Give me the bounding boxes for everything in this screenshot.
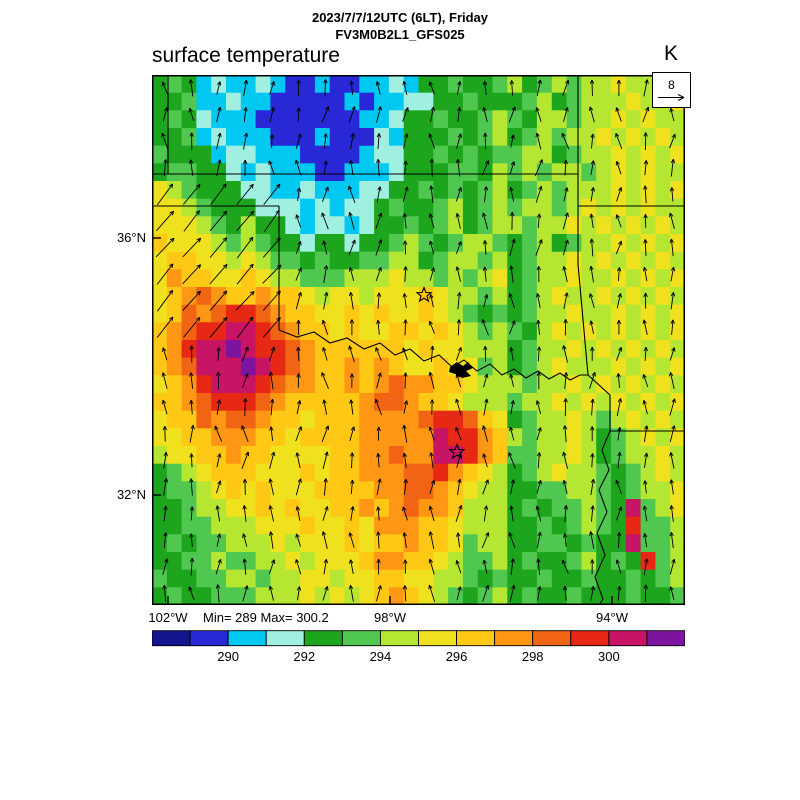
city-star-markers (415, 285, 466, 460)
reference-vector-value: 8 (668, 77, 675, 92)
lon-label: 94°W (596, 610, 628, 625)
wind-vectors (155, 79, 676, 603)
plot-title: surface temperature (152, 44, 340, 67)
colorbar-tick-label: 298 (521, 649, 544, 664)
colorbar-tick-label: 292 (293, 649, 316, 664)
temperature-map (152, 75, 686, 606)
lat-label: 32°N (116, 487, 146, 502)
header-datetime: 2023/7/7/12UTC (6LT), Friday (311, 10, 489, 25)
lat-label: 36°N (116, 230, 146, 245)
colorbar-tick-label: 294 (369, 649, 392, 664)
header-model-name: FV3M0B2L1_GFS025 (335, 27, 465, 42)
map-frame (152, 75, 685, 605)
colorbar-strip (151, 630, 686, 647)
colorbar-tick-label: 296 (445, 649, 468, 664)
colorbar-tick-label: 290 (217, 649, 239, 664)
map-canvas (152, 75, 686, 606)
units-label: K (664, 42, 679, 65)
colorbar-tick-label: 300 (597, 649, 620, 664)
reference-vector-arrow-icon (658, 93, 685, 101)
colorbar: 290 292 294 296 298 300 (151, 630, 686, 666)
temperature-grid (152, 75, 686, 606)
lon-label: 98°W (374, 610, 406, 625)
lake-shape (449, 362, 473, 378)
min-max-label: Min= 289 Max= 300.2 (203, 610, 329, 625)
colorbar-segments (151, 630, 686, 647)
reference-vector-box: 8 (652, 72, 691, 108)
lon-label: 102°W (148, 610, 188, 625)
